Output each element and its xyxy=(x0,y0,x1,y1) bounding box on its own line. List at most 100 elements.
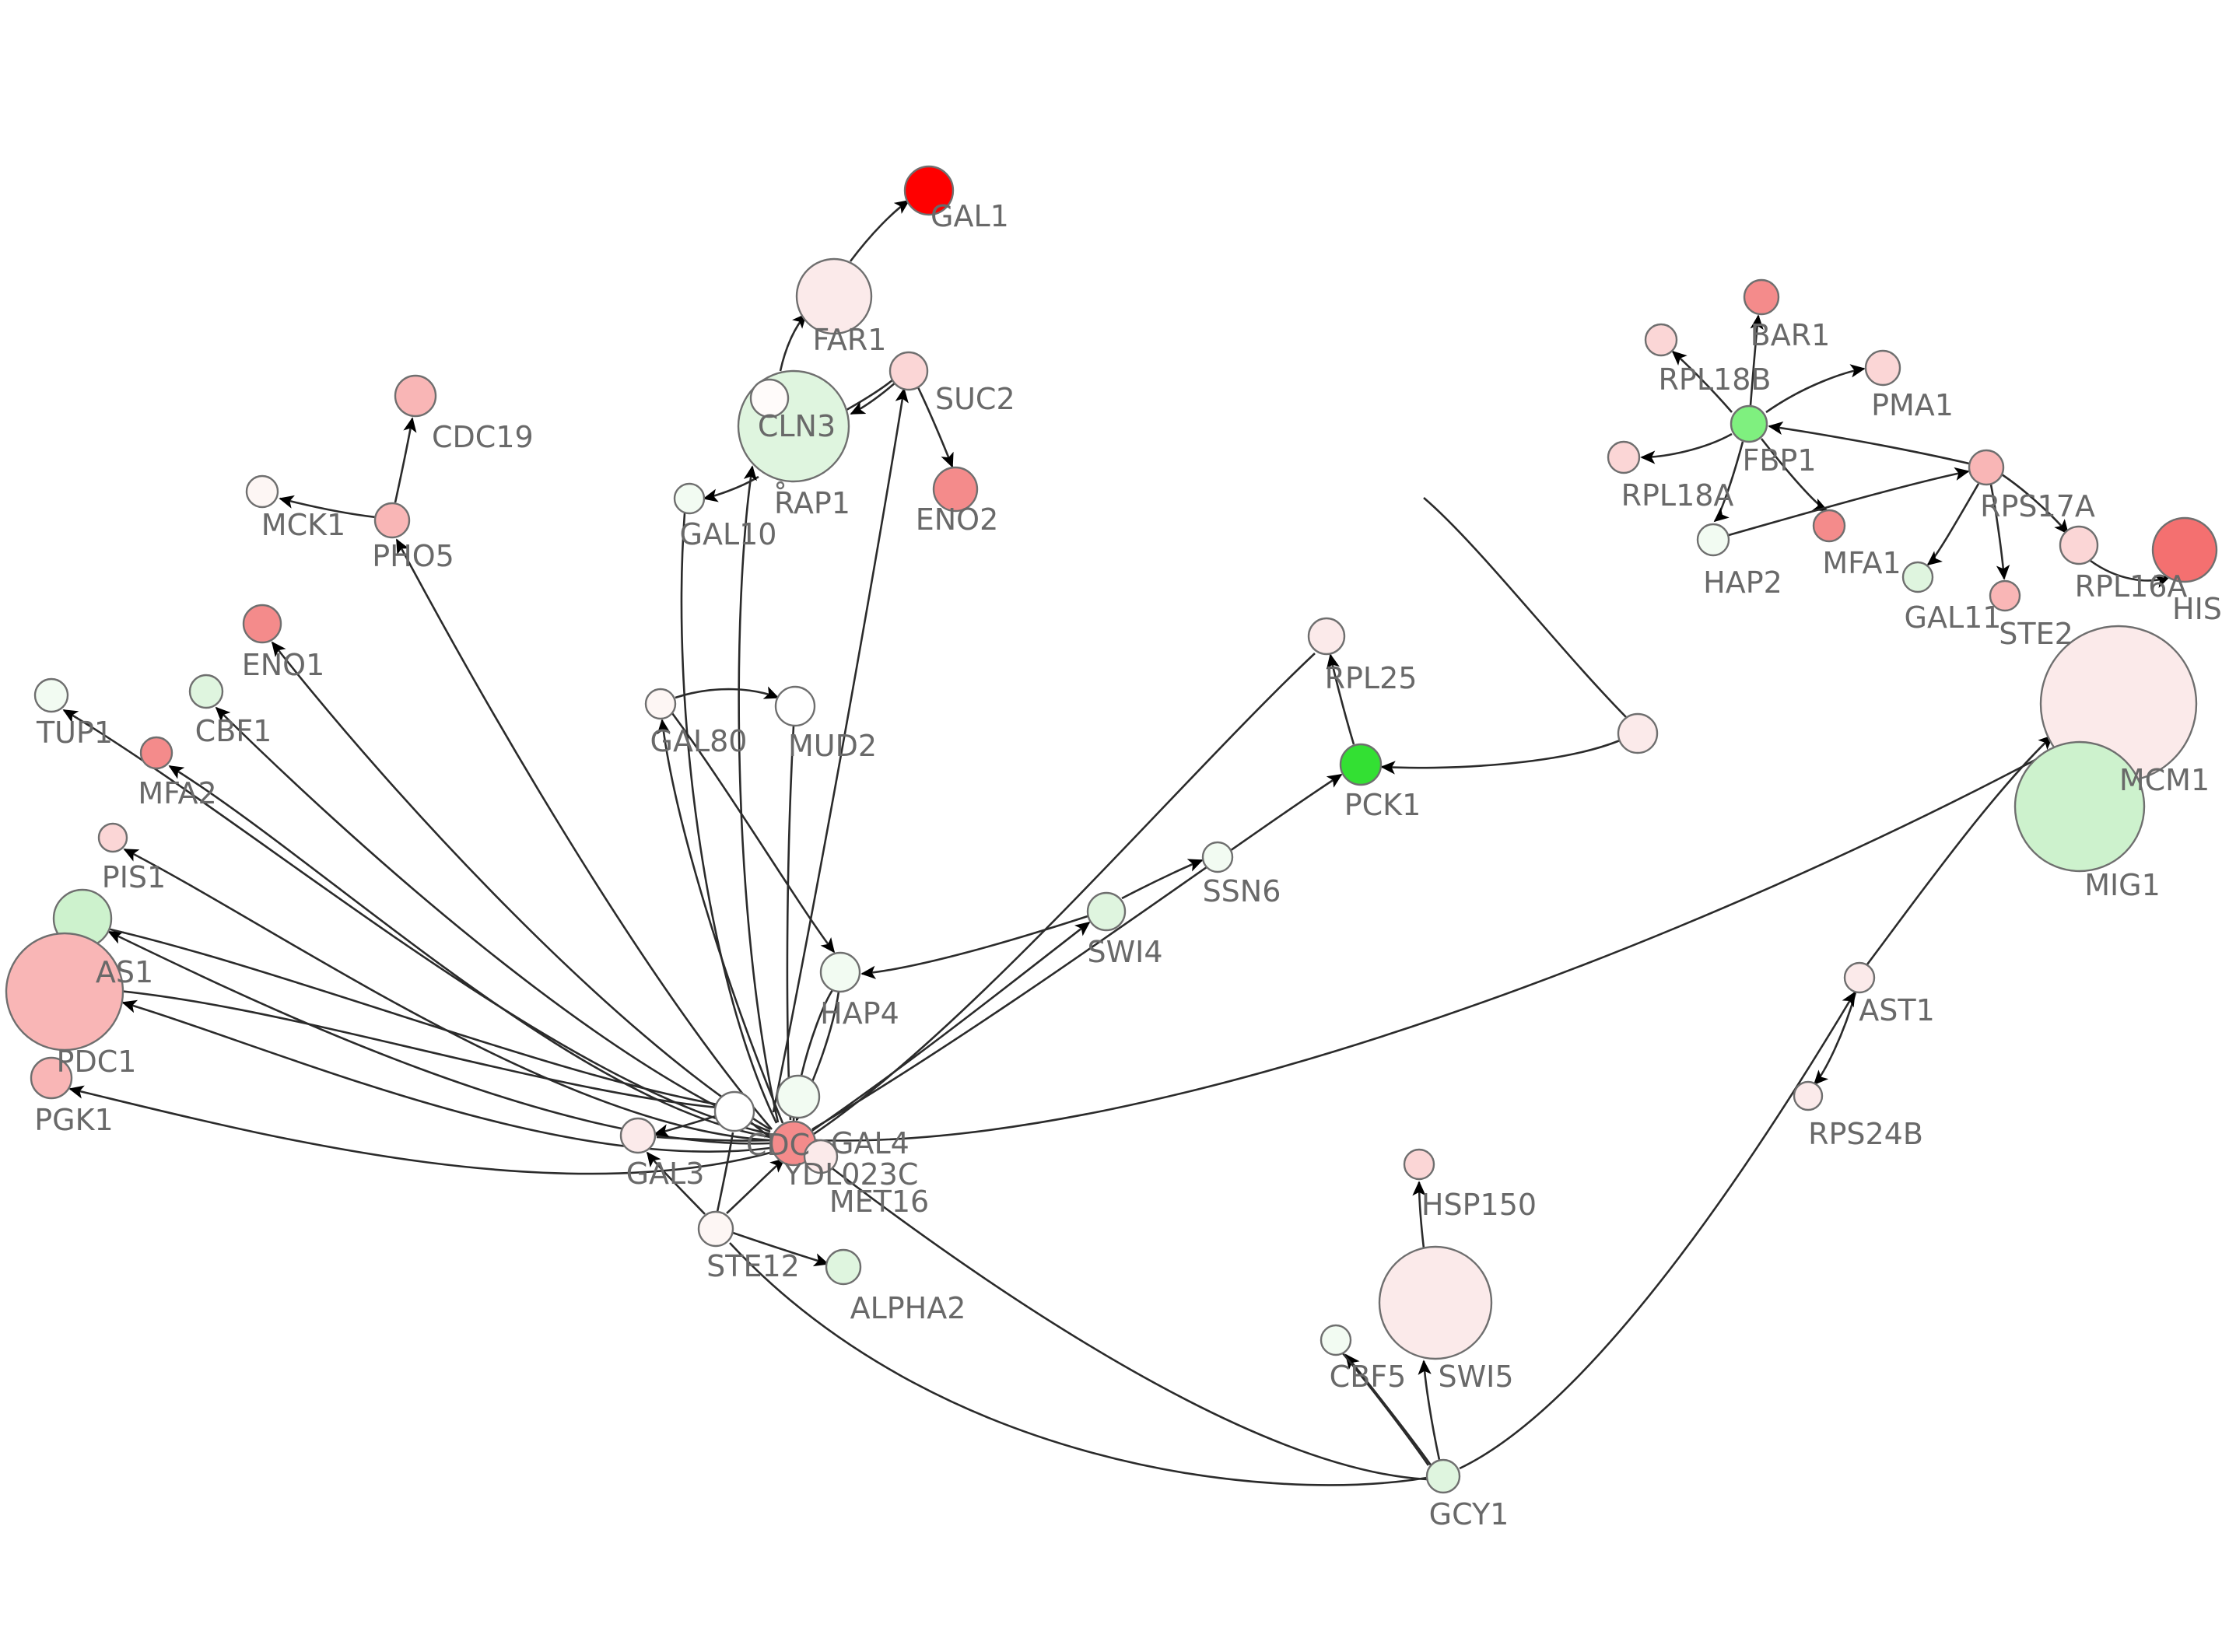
node-label-gal11: GAL11 xyxy=(1905,600,2002,635)
node-gal1[interactable] xyxy=(903,165,955,216)
edge-AST1-to-RPS24B xyxy=(1813,992,1857,1086)
node-met16[interactable] xyxy=(776,1074,821,1119)
node-label-met16: MET16 xyxy=(829,1185,929,1219)
node-eno2[interactable] xyxy=(932,466,979,513)
node-ydl023c[interactable] xyxy=(803,1139,839,1174)
node-pdc1[interactable] xyxy=(5,932,124,1052)
edge-FBP1-to-RPL18A xyxy=(1640,432,1733,464)
node-rap1[interactable] xyxy=(776,481,785,490)
node-tup1[interactable] xyxy=(33,677,69,713)
edge-GAL80-to-HAP4 xyxy=(671,712,836,954)
edge-GAL4-to-GAL3 xyxy=(656,1136,774,1142)
node-his4[interactable] xyxy=(2151,516,2218,583)
node-label-mud2: MUD2 xyxy=(788,729,877,763)
edge-CDC39-to-leftfan1 xyxy=(93,924,718,1106)
node-cdc39[interactable] xyxy=(713,1090,755,1132)
node-gal11[interactable] xyxy=(1901,561,1934,593)
node-fbp1[interactable] xyxy=(1730,404,1768,443)
node-rpl18a[interactable] xyxy=(1607,440,1641,474)
edge-GCY1-to-SWI5 xyxy=(1418,1360,1441,1461)
node-label-hap2: HAP2 xyxy=(1703,565,1782,600)
node-mfa1[interactable] xyxy=(1812,509,1846,543)
edge-GAL4-to-GAL80 xyxy=(657,719,784,1124)
node-suc2[interactable] xyxy=(888,351,929,391)
node-label-mfa2: MFA2 xyxy=(138,776,216,810)
node-label-cbf1: CBF1 xyxy=(195,714,272,748)
node-hap4[interactable] xyxy=(819,951,861,993)
node-label-pma1: PMA1 xyxy=(1871,388,1954,422)
node-cbf5[interactable] xyxy=(1320,1324,1352,1356)
node-far1[interactable] xyxy=(795,257,873,335)
edge-GAL10-to-GAL4 xyxy=(680,513,778,1124)
edge-STE12-to-CDC39 xyxy=(716,1132,734,1213)
node-label-rpl18b: RPL18B xyxy=(1659,362,1772,397)
node-label-rps17a: RPS17A xyxy=(1980,489,2095,523)
node-gcy1[interactable] xyxy=(1425,1458,1461,1494)
edge-PCK1-to-RPL25 xyxy=(1326,653,1355,745)
edge-SWI5-to-HSP150 xyxy=(1412,1181,1426,1249)
node-ste12[interactable] xyxy=(697,1210,734,1248)
node-gal3[interactable] xyxy=(619,1117,657,1154)
node-label-far1: FAR1 xyxy=(813,323,887,357)
edge-MET16-to-HAP4x xyxy=(800,987,836,1076)
node-mud2[interactable] xyxy=(774,685,816,727)
edge-STE12-to-GAL3 xyxy=(646,1151,706,1215)
node-label-pgk1: PGK1 xyxy=(34,1103,113,1137)
node-cln3_inner[interactable] xyxy=(749,378,790,418)
node-rps17a[interactable] xyxy=(1968,449,2005,486)
edge-GAL4-to-PGK1 xyxy=(68,1085,771,1175)
node-rpl18b[interactable] xyxy=(1644,323,1678,357)
node-gal80[interactable] xyxy=(644,688,677,720)
node-pis1[interactable] xyxy=(97,822,128,853)
node-cdc19[interactable] xyxy=(394,374,437,418)
edge-FBP1-to-RPL18B xyxy=(1671,350,1733,413)
edge-AST1-to-MCM1 xyxy=(1866,734,2054,965)
node-cbf1[interactable] xyxy=(188,674,224,709)
node-swi4[interactable] xyxy=(1086,891,1127,932)
node-label-rps24b: RPS24B xyxy=(1808,1117,1923,1151)
node-rpl25[interactable] xyxy=(1307,617,1346,656)
edge-GCY1-to-CBF5 xyxy=(1344,1353,1433,1467)
node-hsp150[interactable] xyxy=(1403,1148,1435,1181)
node-ssn6[interactable] xyxy=(1201,841,1234,873)
edge-RPS17A-to-FBP1 xyxy=(1768,421,1970,465)
node-hap2[interactable] xyxy=(1696,523,1730,557)
edge-GCY1-to-AST1 xyxy=(1459,991,1856,1470)
node-rpl16a[interactable] xyxy=(2059,525,2099,565)
edge-CLN3-to-SUC2 xyxy=(846,377,895,411)
node-label-gal4: GAL4 xyxy=(831,1126,909,1160)
node-ste2[interactable] xyxy=(1989,579,2021,612)
node-pma1[interactable] xyxy=(1864,349,1901,387)
node-pgk1[interactable] xyxy=(30,1056,73,1100)
node-mig1[interactable] xyxy=(2013,740,2146,873)
node-pho5[interactable] xyxy=(373,502,411,539)
node-bar1[interactable] xyxy=(1743,278,1780,316)
node-rps24b[interactable] xyxy=(1793,1080,1824,1111)
node-label-ssn6: SSN6 xyxy=(1203,874,1281,908)
node-label-suc2: SUC2 xyxy=(935,382,1015,416)
node-swi5[interactable] xyxy=(1378,1245,1493,1360)
node-mfa2[interactable] xyxy=(139,736,173,770)
edge-GAL4-to-PDC1 xyxy=(121,999,771,1153)
node-label-rap1: RAP1 xyxy=(774,486,850,520)
node-alpha2[interactable] xyxy=(825,1248,862,1286)
node-gal10[interactable] xyxy=(673,482,706,515)
node-label-cbf5: CBF5 xyxy=(1330,1360,1407,1394)
node-layer xyxy=(5,165,2218,1494)
edge-RPS17A-to-GAL11 xyxy=(1926,483,1980,566)
node-label-bar1: BAR1 xyxy=(1751,318,1831,352)
edge-GAL4-to-TUP1 xyxy=(62,709,771,1136)
edge-SUC2-to-ENO2 xyxy=(916,387,954,468)
node-hub2[interactable] xyxy=(1617,712,1659,754)
edge-GAL4-to-MCM1 xyxy=(815,745,2061,1142)
node-pck1[interactable] xyxy=(1339,743,1383,786)
node-label-swi4: SWI4 xyxy=(1087,935,1162,969)
node-ast1[interactable] xyxy=(1843,961,1876,994)
edge-HUB2-to-FBP1 xyxy=(1423,497,1627,718)
node-eno1[interactable] xyxy=(242,604,282,644)
edge-GAL4-to-MFA2 xyxy=(168,765,771,1139)
node-mck1[interactable] xyxy=(245,474,279,509)
node-label-tup1: TUP1 xyxy=(36,716,113,750)
